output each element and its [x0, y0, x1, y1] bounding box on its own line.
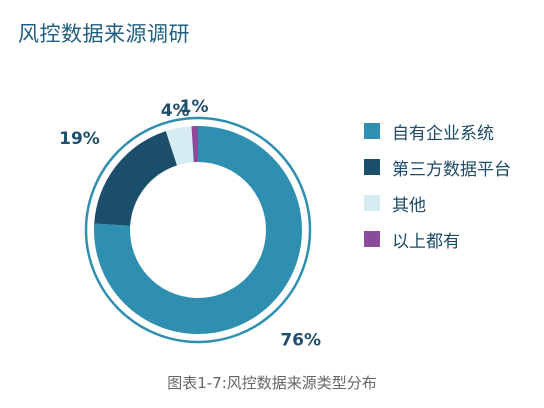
- label-third-party: 19%: [59, 129, 100, 149]
- figure-caption: 图表1-7:风控数据来源类型分布: [167, 374, 377, 392]
- slice-third-party: [94, 131, 177, 226]
- label-other: 4%: [161, 101, 190, 121]
- chart-title: 风控数据来源调研: [18, 22, 190, 46]
- legend-item-own-system: 自有企业系统: [364, 113, 511, 149]
- legend-label: 第三方数据平台: [392, 159, 511, 180]
- legend-label: 其他: [392, 195, 426, 216]
- label-all: 1%: [180, 97, 209, 117]
- donut-chart: 76% 19% 4%1%: [59, 97, 321, 350]
- legend: 自有企业系统 第三方数据平台 其他 以上都有: [364, 113, 511, 257]
- legend-item-all: 以上都有: [364, 221, 511, 257]
- legend-swatch: [364, 231, 380, 247]
- label-own-system: 76%: [280, 330, 321, 350]
- slice-own-system: [94, 126, 303, 334]
- legend-swatch: [364, 195, 380, 211]
- legend-item-other: 其他: [364, 185, 511, 221]
- legend-swatch: [364, 159, 380, 175]
- legend-label: 以上都有: [392, 231, 460, 252]
- outer-ring: [84, 116, 312, 344]
- legend-item-third-party: 第三方数据平台: [364, 149, 511, 185]
- legend-label: 自有企业系统: [392, 123, 494, 144]
- legend-swatch: [364, 123, 380, 139]
- slice-all: [191, 126, 198, 163]
- slice-other: [165, 126, 194, 166]
